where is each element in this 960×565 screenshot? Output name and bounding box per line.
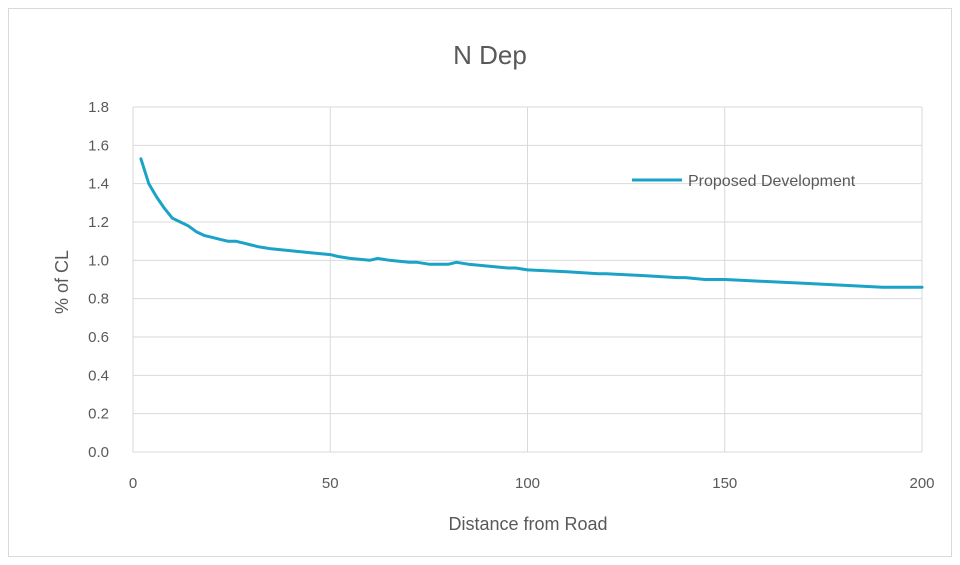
x-axis-ticks: 0 50 100 150 200 (129, 475, 935, 492)
x-tick-label: 150 (712, 475, 737, 492)
x-tick-label: 200 (909, 475, 934, 492)
y-tick-label: 0.2 (88, 406, 109, 423)
x-tick-label: 50 (322, 475, 339, 492)
legend: Proposed Development (632, 173, 856, 190)
y-axis-label: % of CL (52, 250, 72, 314)
legend-label: Proposed Development (688, 173, 856, 190)
y-tick-label: 1.6 (88, 137, 109, 154)
y-tick-label: 1.8 (88, 99, 109, 116)
y-tick-label: 0.8 (88, 291, 109, 308)
y-axis-ticks: 0.0 0.2 0.4 0.6 0.8 1.0 1.2 1.4 1.6 1.8 (88, 99, 109, 461)
x-axis-label: Distance from Road (448, 514, 607, 534)
x-tick-label: 100 (515, 475, 540, 492)
gridlines (132, 106, 923, 453)
x-tick-label: 0 (129, 475, 137, 492)
y-tick-label: 1.0 (88, 252, 109, 269)
y-tick-label: 0.4 (88, 367, 109, 384)
chart-title: N Dep (453, 40, 527, 70)
series-line-proposed-development (139, 157, 924, 289)
y-tick-label: 0.6 (88, 329, 109, 346)
y-tick-label: 0.0 (88, 444, 109, 461)
y-tick-label: 1.2 (88, 214, 109, 231)
y-tick-label: 1.4 (88, 176, 109, 193)
